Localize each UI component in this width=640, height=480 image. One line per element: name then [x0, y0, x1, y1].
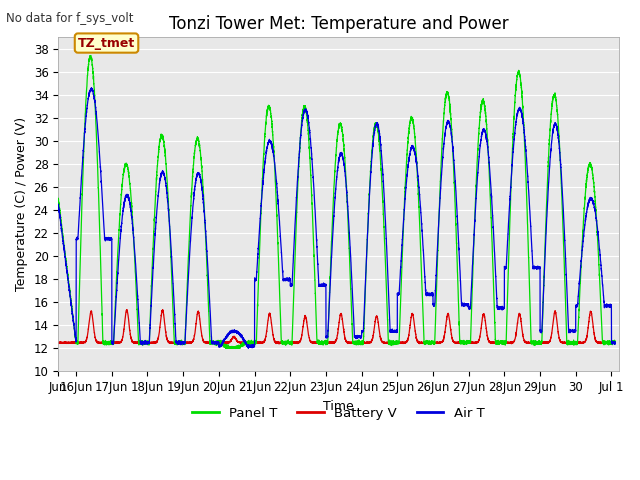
- Y-axis label: Temperature (C) / Power (V): Temperature (C) / Power (V): [15, 117, 28, 291]
- X-axis label: Time: Time: [323, 400, 354, 413]
- Legend: Panel T, Battery V, Air T: Panel T, Battery V, Air T: [187, 401, 490, 425]
- Text: TZ_tmet: TZ_tmet: [78, 36, 135, 49]
- Text: No data for f_sys_volt: No data for f_sys_volt: [6, 12, 134, 25]
- Title: Tonzi Tower Met: Temperature and Power: Tonzi Tower Met: Temperature and Power: [168, 15, 508, 33]
